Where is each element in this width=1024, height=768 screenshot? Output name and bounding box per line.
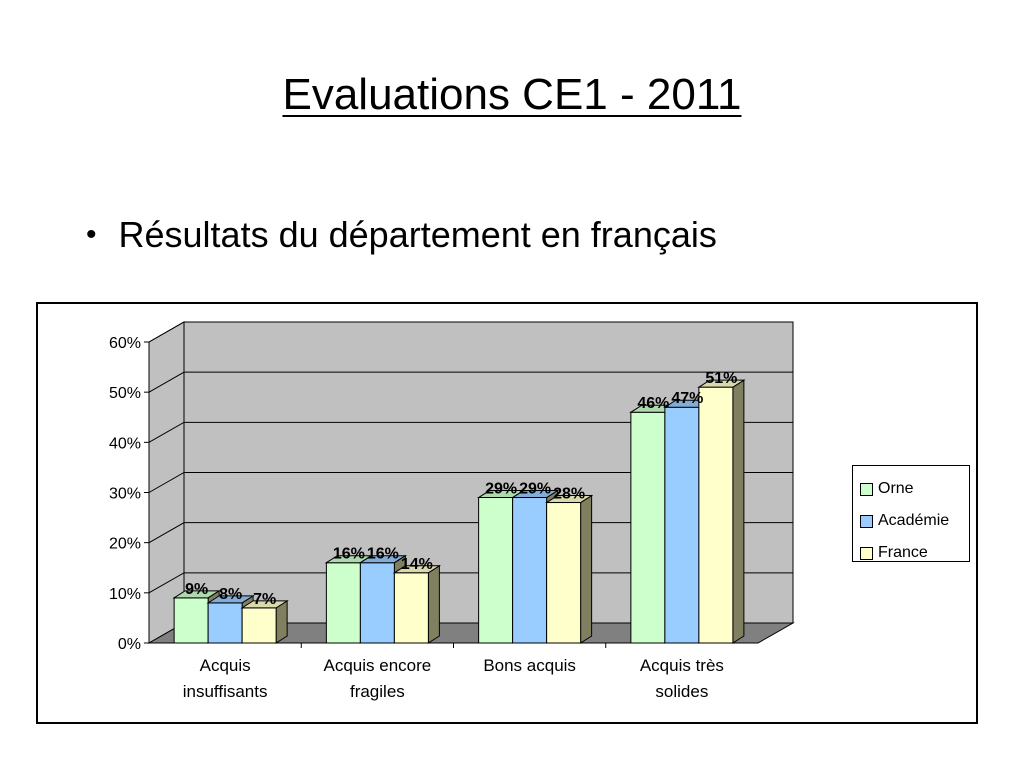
bar xyxy=(546,502,582,644)
x-category-label: Acquis très xyxy=(640,656,724,675)
legend-label-france: France xyxy=(878,544,928,561)
bar-top xyxy=(172,590,221,599)
bar xyxy=(359,562,395,644)
bar xyxy=(664,406,700,644)
bar xyxy=(512,497,548,644)
legend-swatch-orne xyxy=(860,482,873,496)
x-category-label: Acquis encore xyxy=(324,656,432,675)
bar-chart: 0% 10% 20% 30% 40% 50% 60% 9% 8% 7% Acquis insuffis… xyxy=(109,321,795,701)
y-tick-label: 30% xyxy=(109,486,141,503)
bar-side xyxy=(580,494,593,644)
bar-side xyxy=(427,564,440,644)
bar-top xyxy=(240,600,289,609)
x-category-label: solides xyxy=(655,682,708,701)
data-label: 29% xyxy=(485,481,517,498)
bar-top xyxy=(392,565,442,574)
legend-swatch-france xyxy=(860,546,873,560)
gridline xyxy=(148,321,793,343)
bar xyxy=(173,597,209,644)
chart-legend: Orne Académie France xyxy=(852,465,970,562)
x-category-label: Acquis xyxy=(200,656,251,675)
y-tick-label: 20% xyxy=(109,536,141,553)
bar xyxy=(478,497,514,644)
legend-item-orne: Orne xyxy=(860,473,969,505)
x-category-label: Bons acquis xyxy=(483,656,576,675)
bar xyxy=(630,411,666,644)
data-label: 51% xyxy=(705,370,737,387)
y-tick-label: 60% xyxy=(109,335,141,352)
data-label: 9% xyxy=(185,581,208,598)
y-tick-label: 50% xyxy=(109,385,141,402)
x-category-label: insuffisants xyxy=(183,682,268,701)
data-label: 46% xyxy=(637,395,669,412)
bar-top xyxy=(510,490,560,499)
bar-top xyxy=(544,495,594,504)
slide-title: Evaluations CE1 - 2011 xyxy=(282,70,742,119)
bullet-item: • Résultats du département en français xyxy=(86,214,717,256)
legend-item-france: France xyxy=(860,537,969,569)
data-label: 29% xyxy=(519,481,551,498)
legend-label-academie: Académie xyxy=(878,512,950,529)
bullet-dot: • xyxy=(86,218,97,251)
bar xyxy=(241,607,277,644)
legend-swatch-academie xyxy=(860,514,873,528)
data-label: 7% xyxy=(253,591,276,608)
gridline xyxy=(148,371,793,393)
bar xyxy=(393,572,429,644)
bullet-text: Résultats du département en français xyxy=(118,214,717,255)
bar-top xyxy=(206,595,255,604)
data-label: 8% xyxy=(219,586,242,603)
legend-item-academie: Académie xyxy=(860,505,969,537)
bar-top xyxy=(358,555,408,564)
data-label: 16% xyxy=(367,546,399,563)
x-category-label: fragiles xyxy=(350,682,405,701)
data-label: 16% xyxy=(333,546,365,563)
data-label: 14% xyxy=(401,556,433,573)
bar-top xyxy=(697,379,746,388)
data-label: 28% xyxy=(553,486,585,503)
y-tick-label: 10% xyxy=(109,586,141,603)
legend-label-orne: Orne xyxy=(878,480,914,497)
bar xyxy=(207,602,243,644)
y-tick-label: 40% xyxy=(109,435,141,452)
bar-side xyxy=(732,379,745,644)
data-label: 47% xyxy=(671,390,703,407)
bar xyxy=(325,562,361,644)
y-tick-label: 0% xyxy=(118,636,141,653)
bar xyxy=(698,386,734,644)
gridline xyxy=(148,472,793,493)
gridline xyxy=(148,421,793,443)
